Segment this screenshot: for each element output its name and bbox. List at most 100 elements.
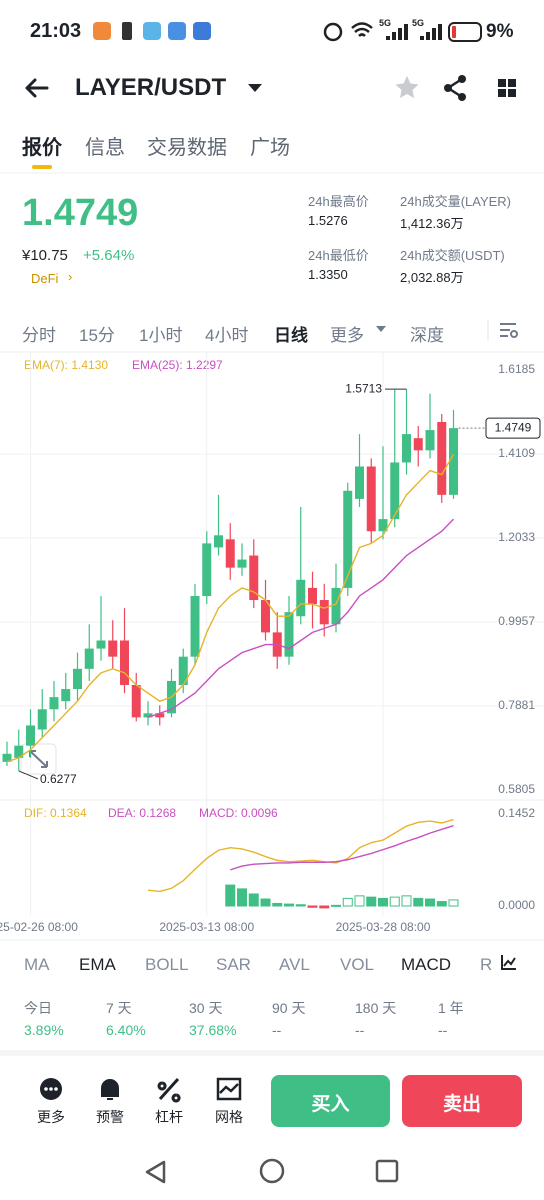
low-label: 0.6277 xyxy=(40,772,77,786)
wifi-icon xyxy=(351,22,373,37)
nav-back[interactable] xyxy=(145,1160,166,1184)
candle-body xyxy=(49,697,59,710)
pair-title[interactable]: LAYER/USDT xyxy=(75,74,227,101)
candle-body xyxy=(319,600,329,625)
indicator[interactable]: EMA xyxy=(79,955,116,974)
buy-button[interactable] xyxy=(271,1075,390,1127)
tab[interactable]: 报价 xyxy=(22,137,62,159)
indicator[interactable]: AVL xyxy=(279,955,310,974)
stat-value: 1.5276 xyxy=(308,213,348,228)
macd-bar xyxy=(225,884,236,907)
perf-value: -- xyxy=(272,1022,282,1038)
stat-label: 24h成交额(USDT) xyxy=(400,248,505,263)
interval[interactable]: 1小时 xyxy=(139,326,183,345)
indicator-settings[interactable] xyxy=(501,955,516,970)
macd-legend: MACD: 0.0096 xyxy=(199,806,278,820)
tab[interactable]: 交易数据 xyxy=(147,137,227,159)
candle-body xyxy=(402,434,411,463)
clock: 21:03 xyxy=(30,20,82,42)
macd-bar xyxy=(331,904,341,907)
chart-settings[interactable] xyxy=(500,323,518,338)
toolbar-label[interactable]: 更多 xyxy=(37,1109,65,1125)
candle-body xyxy=(425,430,435,451)
candle-body xyxy=(343,490,353,588)
share-button[interactable] xyxy=(444,75,466,101)
y2-tick-label: 0.0000 xyxy=(498,898,535,912)
macd-legend: DIF: 0.1364 xyxy=(24,806,87,820)
grid-icon xyxy=(216,1077,242,1101)
macd-bar xyxy=(260,898,271,907)
interval[interactable]: 分时 xyxy=(22,326,56,345)
low-pointer xyxy=(18,770,39,780)
candle-body xyxy=(96,640,106,649)
interval[interactable]: 日线 xyxy=(274,326,308,345)
perf-value: -- xyxy=(355,1022,365,1038)
interval[interactable]: 15分 xyxy=(79,326,115,345)
sell-button[interactable] xyxy=(402,1075,522,1127)
candle-body xyxy=(190,595,200,657)
nav-home[interactable] xyxy=(259,1158,285,1184)
toolbar-label[interactable]: 网格 xyxy=(215,1109,243,1125)
y-tick-label: 1.6185 xyxy=(498,362,535,376)
indicator[interactable]: BOLL xyxy=(145,955,189,974)
candle-body xyxy=(26,725,35,746)
perf-label: 90 天 xyxy=(272,1000,306,1016)
last-price-label: 1.4749 xyxy=(495,420,532,434)
indicator[interactable]: VOL xyxy=(340,955,375,974)
toolbar-label[interactable]: 杠杆 xyxy=(155,1109,183,1125)
interval[interactable]: 更多 xyxy=(330,326,364,345)
buy-label[interactable]: 买入 xyxy=(311,1094,350,1115)
candle-body xyxy=(61,689,71,702)
macd-bar xyxy=(366,896,377,907)
macd-bar xyxy=(448,899,459,907)
candle-body xyxy=(202,543,212,596)
candle-body xyxy=(214,535,223,548)
candle-body xyxy=(225,539,235,568)
x-tick-label: 2025-03-13 08:00 xyxy=(159,920,254,934)
candle-body xyxy=(284,612,294,657)
nav-recent[interactable] xyxy=(375,1159,399,1183)
candle-body xyxy=(378,519,388,532)
candle-body xyxy=(73,668,82,690)
battery-level: 9% xyxy=(486,21,514,42)
interval[interactable]: 4小时 xyxy=(205,326,249,345)
macd-bar xyxy=(272,902,283,907)
indicator[interactable]: R xyxy=(480,955,493,974)
candle-body xyxy=(366,466,376,532)
candle-body xyxy=(437,421,447,495)
candle-body xyxy=(131,685,141,718)
favorite-button[interactable] xyxy=(395,76,419,98)
alert-icon xyxy=(101,1079,119,1100)
tab[interactable]: 广场 xyxy=(250,137,290,159)
indicator[interactable]: SAR xyxy=(216,955,251,974)
layout-button[interactable] xyxy=(498,79,516,97)
stat-label: 24h最高价 xyxy=(308,194,369,209)
back-button[interactable] xyxy=(25,78,49,98)
indicator[interactable]: MA xyxy=(24,955,50,974)
app-icon xyxy=(122,22,132,40)
candle-body xyxy=(14,745,24,758)
pair-dropdown[interactable] xyxy=(248,84,262,92)
macd-bar xyxy=(295,904,306,907)
indicator[interactable]: MACD xyxy=(401,955,452,974)
candle-body xyxy=(355,466,364,499)
app-icon xyxy=(93,22,111,40)
perf-label: 30 天 xyxy=(189,1000,223,1016)
candle-body xyxy=(249,555,259,601)
macd-bar xyxy=(378,897,388,907)
app-icon xyxy=(143,22,161,40)
candle-body xyxy=(308,587,317,605)
tab-indicator xyxy=(32,165,52,169)
signal-icon xyxy=(386,24,408,40)
sector-tag[interactable]: DeFi xyxy=(31,271,59,286)
y-tick-label: 1.2033 xyxy=(498,530,535,544)
leverage-icon xyxy=(157,1077,181,1103)
tab[interactable]: 信息 xyxy=(85,137,125,159)
sell-label[interactable]: 卖出 xyxy=(442,1094,481,1115)
last-price-box xyxy=(485,417,541,439)
toolbar-label[interactable]: 预警 xyxy=(96,1109,124,1125)
more-dropdown[interactable] xyxy=(376,326,386,332)
interval[interactable]: 深度 xyxy=(410,326,444,345)
battery-level xyxy=(452,26,456,38)
